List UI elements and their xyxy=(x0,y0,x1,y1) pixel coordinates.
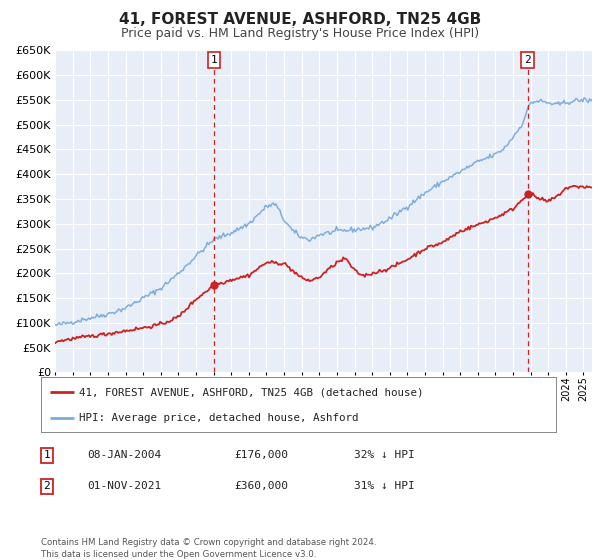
Text: Contains HM Land Registry data © Crown copyright and database right 2024.
This d: Contains HM Land Registry data © Crown c… xyxy=(41,538,376,559)
Text: 41, FOREST AVENUE, ASHFORD, TN25 4GB (detached house): 41, FOREST AVENUE, ASHFORD, TN25 4GB (de… xyxy=(79,388,424,397)
Text: 1: 1 xyxy=(211,55,218,65)
Text: 41, FOREST AVENUE, ASHFORD, TN25 4GB: 41, FOREST AVENUE, ASHFORD, TN25 4GB xyxy=(119,12,481,27)
Text: Price paid vs. HM Land Registry's House Price Index (HPI): Price paid vs. HM Land Registry's House … xyxy=(121,27,479,40)
Text: HPI: Average price, detached house, Ashford: HPI: Average price, detached house, Ashf… xyxy=(79,413,359,422)
Text: 1: 1 xyxy=(43,450,50,460)
Text: 31% ↓ HPI: 31% ↓ HPI xyxy=(354,481,415,491)
Text: £360,000: £360,000 xyxy=(234,481,288,491)
Text: 08-JAN-2004: 08-JAN-2004 xyxy=(87,450,161,460)
Text: 2: 2 xyxy=(43,481,50,491)
Text: £176,000: £176,000 xyxy=(234,450,288,460)
Text: 2: 2 xyxy=(524,55,531,65)
Text: 32% ↓ HPI: 32% ↓ HPI xyxy=(354,450,415,460)
Text: 01-NOV-2021: 01-NOV-2021 xyxy=(87,481,161,491)
